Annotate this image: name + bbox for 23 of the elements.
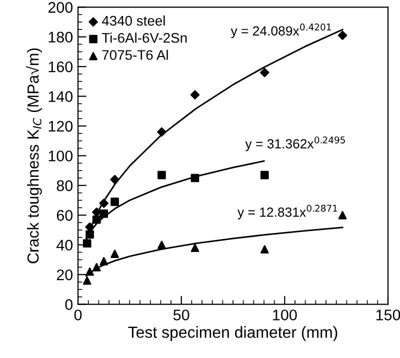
y-axis-title: Crack toughness K$_{IC}$ (MPa√m) — [26, 48, 42, 264]
x-tick-label: 0 — [74, 310, 82, 320]
annotation: y = 12.831x$^{0.2871}$ — [237, 204, 338, 220]
y-tick-label: 60 — [56, 210, 73, 221]
annotation: y = 24.089x$^{0.4201}$ — [230, 24, 331, 38]
x-tick-label: 150 — [376, 310, 400, 320]
y-tick-label: 0 — [65, 299, 73, 310]
y-tick-label: 100 — [48, 150, 73, 162]
y-tick-label: 20 — [56, 269, 73, 280]
y-tick-label: 40 — [56, 240, 73, 251]
y-tick-label: 80 — [56, 180, 73, 192]
legend-label: 4340 steel — [102, 15, 165, 26]
y-tick-label: 200 — [48, 2, 73, 13]
y-tick-label: 160 — [48, 61, 73, 72]
x-tick-label: 100 — [273, 310, 297, 320]
y-tick-label: 180 — [48, 32, 73, 43]
annotation: y = 31.362x$^{0.2495}$ — [245, 136, 345, 152]
legend-label: 7075-T6 Al — [102, 50, 168, 60]
y-tick-label: 140 — [48, 91, 73, 102]
y-tick-label: 120 — [48, 120, 73, 132]
x-axis-title: Test specimen diameter (mm) — [128, 326, 338, 342]
legend-label: Ti-6Al-6V-2Sn — [102, 32, 187, 43]
x-tick-label: 50 — [173, 310, 190, 320]
